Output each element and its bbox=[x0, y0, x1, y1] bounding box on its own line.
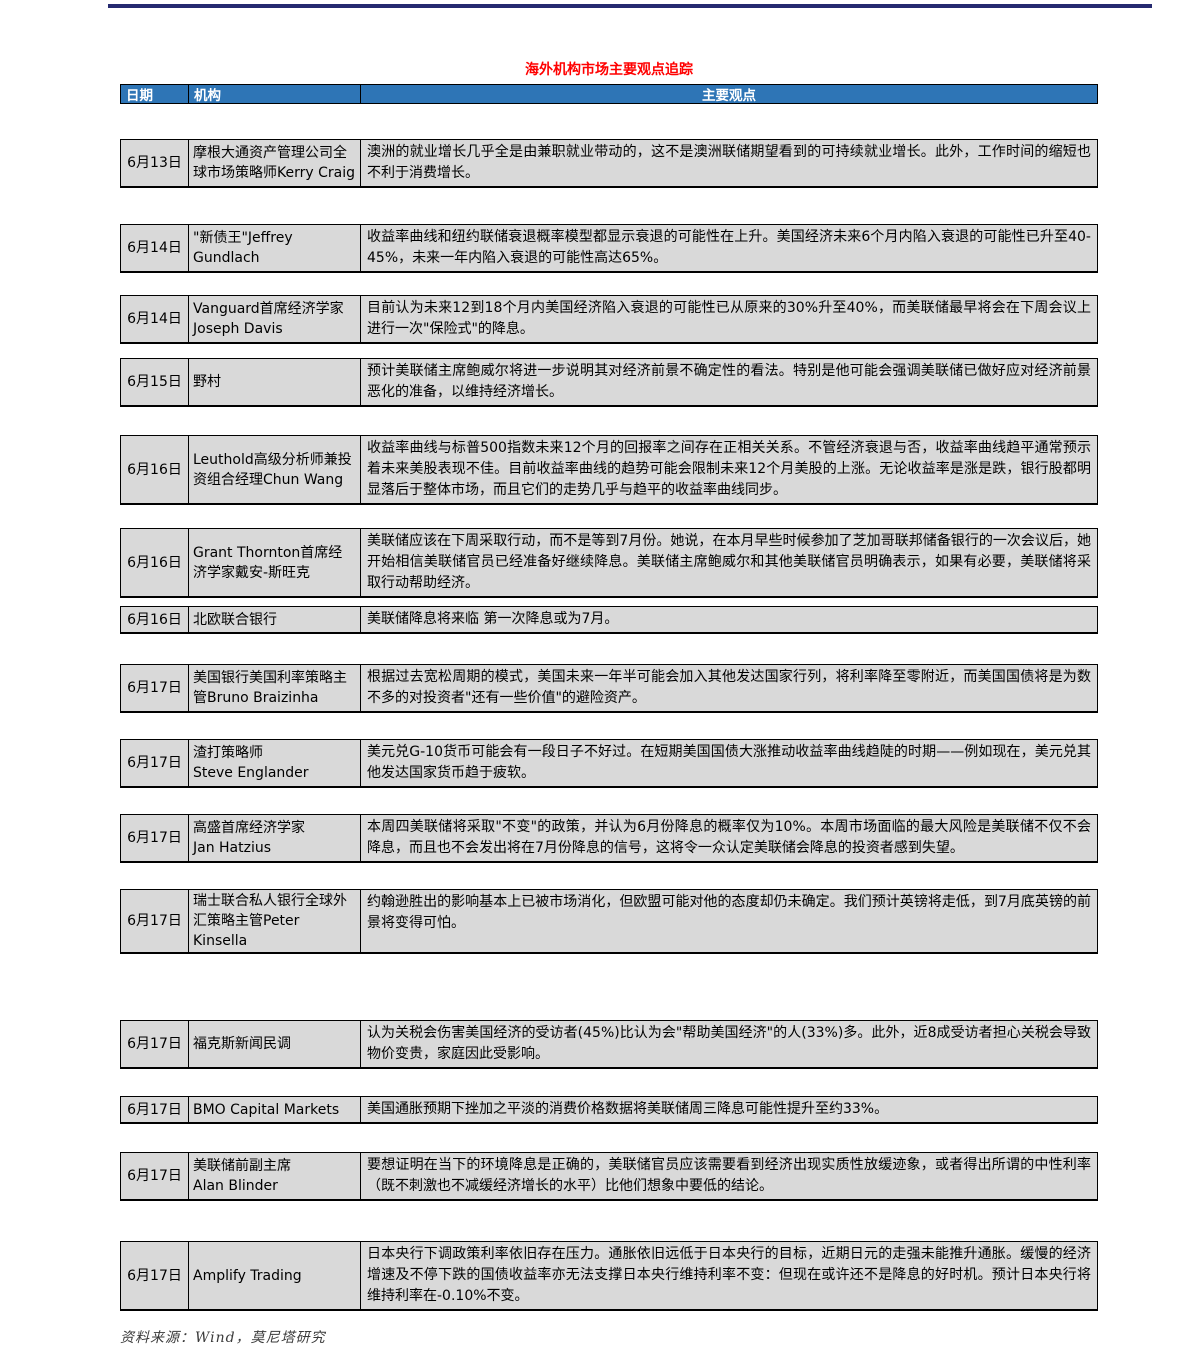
opinion-cell: 美联储应该在下周采取行动，而不是等到7月份。她说，在本月早些时候参加了芝加哥联邦… bbox=[367, 533, 1091, 591]
table-row: 6月17日 福克斯新闻民调 认为关税会伤害美国经济的受访者(45%)比认为会"帮… bbox=[120, 1020, 1098, 1069]
opinion-cell: 预计美联储主席鲍威尔将进一步说明其对经济前景不确定性的看法。特别是他可能会强调美… bbox=[367, 363, 1091, 400]
table-row: 6月17日 美国银行美国利率策略主管Bruno Braizinha 根据过去宽松… bbox=[120, 664, 1098, 713]
institution-cell: 美联储前副主席 Alan Blinder bbox=[189, 1153, 361, 1199]
table-row: 6月15日 野村 预计美联储主席鲍威尔将进一步说明其对经济前景不确定性的看法。特… bbox=[120, 358, 1098, 407]
table-row: 6月17日 美联储前副主席 Alan Blinder 要想证明在当下的环境降息是… bbox=[120, 1152, 1098, 1201]
table-row: 6月17日 高盛首席经济学家 Jan Hatzius 本周四美联储将采取"不变"… bbox=[120, 814, 1098, 863]
table-row: 6月14日 Vanguard首席经济学家 Joseph Davis 目前认为未来… bbox=[120, 295, 1098, 344]
top-divider-rule bbox=[108, 4, 1152, 8]
opinion-cell: 美联储降息将来临 第一次降息或为7月。 bbox=[367, 611, 619, 627]
date-cell: 6月16日 bbox=[121, 529, 189, 596]
date-cell: 6月17日 bbox=[121, 1242, 189, 1309]
opinion-cell: 约翰逊胜出的影响基本上已被市场消化，但欧盟可能对他的态度却仍未确定。我们预计英镑… bbox=[367, 894, 1091, 931]
table-row: 6月14日 "新债王"Jeffrey Gundlach 收益率曲线和纽约联储衰退… bbox=[120, 224, 1098, 273]
table-row: 6月17日 BMO Capital Markets 美国通胀预期下挫加之平淡的消… bbox=[120, 1096, 1098, 1124]
column-header-institution: 机构 bbox=[189, 85, 361, 104]
institution-cell: 美国银行美国利率策略主管Bruno Braizinha bbox=[189, 665, 361, 711]
opinion-cell: 认为关税会伤害美国经济的受访者(45%)比认为会"帮助美国经济"的人(33%)多… bbox=[367, 1025, 1091, 1062]
date-cell: 6月15日 bbox=[121, 359, 189, 405]
opinion-cell: 收益率曲线与标普500指数未来12个月的回报率之间存在正相关关系。不管经济衰退与… bbox=[367, 440, 1091, 498]
institution-cell: 北欧联合银行 bbox=[189, 607, 361, 632]
page-title: 海外机构市场主要观点追踪 bbox=[525, 62, 693, 78]
institution-cell: Vanguard首席经济学家 Joseph Davis bbox=[189, 296, 361, 342]
opinion-cell: 要想证明在当下的环境降息是正确的，美联储官员应该需要看到经济出现实质性放缓迹象，… bbox=[367, 1157, 1091, 1194]
date-cell: 6月14日 bbox=[121, 225, 189, 271]
opinion-cell: 本周四美联储将采取"不变"的政策，并认为6月份降息的概率仅为10%。本周市场面临… bbox=[367, 819, 1091, 856]
source-note: 资料来源：Wind，莫尼塔研究 bbox=[120, 1330, 326, 1346]
table-row: 6月16日 北欧联合银行 美联储降息将来临 第一次降息或为7月。 bbox=[120, 606, 1098, 634]
table-row: 6月16日 Leuthold高级分析师兼投资组合经理Chun Wang 收益率曲… bbox=[120, 435, 1098, 505]
institution-cell: 野村 bbox=[189, 359, 361, 405]
date-cell: 6月17日 bbox=[121, 1153, 189, 1199]
table-body: 6月13日 摩根大通资产管理公司全球市场策略师Kerry Craig 澳洲的就业… bbox=[120, 139, 1098, 1311]
date-cell: 6月17日 bbox=[121, 665, 189, 711]
opinion-cell: 根据过去宽松周期的模式，美国未来一年半可能会加入其他发达国家行列，将利率降至零附… bbox=[367, 669, 1091, 706]
report-table-region: 海外机构市场主要观点追踪 日期 机构 主要观点 6月13日 摩根大通资产管理公司… bbox=[120, 60, 1098, 1347]
institution-cell: 瑞士联合私人银行全球外汇策略主管Peter Kinsella bbox=[189, 890, 361, 952]
institution-cell: Leuthold高级分析师兼投资组合经理Chun Wang bbox=[189, 436, 361, 503]
institution-cell: Amplify Trading bbox=[189, 1242, 361, 1309]
date-cell: 6月17日 bbox=[121, 890, 189, 952]
institution-cell: 摩根大通资产管理公司全球市场策略师Kerry Craig bbox=[189, 140, 361, 186]
column-header-opinion: 主要观点 bbox=[702, 88, 756, 104]
institution-cell: "新债王"Jeffrey Gundlach bbox=[189, 225, 361, 271]
date-cell: 6月14日 bbox=[121, 296, 189, 342]
date-cell: 6月13日 bbox=[121, 140, 189, 186]
table-row: 6月17日 Amplify Trading 日本央行下调政策利率依旧存在压力。通… bbox=[120, 1241, 1098, 1311]
table-row: 6月13日 摩根大通资产管理公司全球市场策略师Kerry Craig 澳洲的就业… bbox=[120, 139, 1098, 188]
opinion-cell: 美元兑G-10货币可能会有一段日子不好过。在短期美国国债大涨推动收益率曲线趋陡的… bbox=[367, 744, 1091, 781]
date-cell: 6月17日 bbox=[121, 740, 189, 786]
institution-cell: 福克斯新闻民调 bbox=[189, 1021, 361, 1067]
date-cell: 6月17日 bbox=[121, 1097, 189, 1122]
opinion-cell: 澳洲的就业增长几乎全是由兼职就业带动的，这不是澳洲联储期望看到的可持续就业增长。… bbox=[367, 144, 1091, 181]
table-header-row: 日期 机构 主要观点 bbox=[120, 84, 1098, 104]
date-cell: 6月17日 bbox=[121, 815, 189, 861]
opinion-cell: 目前认为未来12到18个月内美国经济陷入衰退的可能性已从原来的30%升至40%，… bbox=[367, 300, 1091, 337]
date-cell: 6月16日 bbox=[121, 436, 189, 503]
institution-cell: BMO Capital Markets bbox=[189, 1097, 361, 1122]
column-header-date: 日期 bbox=[121, 85, 189, 104]
table-row: 6月17日 瑞士联合私人银行全球外汇策略主管Peter Kinsella 约翰逊… bbox=[120, 889, 1098, 954]
date-cell: 6月17日 bbox=[121, 1021, 189, 1067]
institution-cell: 高盛首席经济学家 Jan Hatzius bbox=[189, 815, 361, 861]
date-cell: 6月16日 bbox=[121, 607, 189, 632]
opinion-cell: 美国通胀预期下挫加之平淡的消费价格数据将美联储周三降息可能性提升至约33%。 bbox=[367, 1101, 889, 1117]
table-row: 6月17日 渣打策略师 Steve Englander 美元兑G-10货币可能会… bbox=[120, 739, 1098, 788]
institution-cell: Grant Thornton首席经济学家戴安-斯旺克 bbox=[189, 529, 361, 596]
opinion-cell: 日本央行下调政策利率依旧存在压力。通胀依旧远低于日本央行的目标，近期日元的走强未… bbox=[367, 1246, 1091, 1304]
institution-cell: 渣打策略师 Steve Englander bbox=[189, 740, 361, 786]
table-row: 6月16日 Grant Thornton首席经济学家戴安-斯旺克 美联储应该在下… bbox=[120, 528, 1098, 598]
opinion-cell: 收益率曲线和纽约联储衰退概率模型都显示衰退的可能性在上升。美国经济未来6个月内陷… bbox=[367, 229, 1091, 266]
